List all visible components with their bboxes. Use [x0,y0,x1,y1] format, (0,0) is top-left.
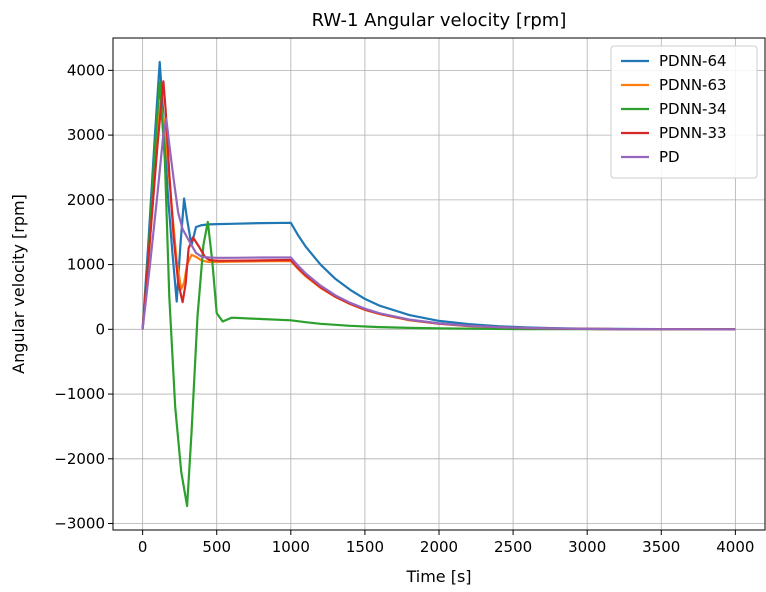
x-tick-label: 0 [138,538,148,556]
x-tick-label: 1000 [272,538,310,556]
y-axis-ticks: −3000 −2000 −1000 0 1000 2000 3000 4000 [54,61,113,532]
legend-label-pdnn-63: PDNN-63 [659,76,727,94]
chart-title: RW-1 Angular velocity [rpm] [312,10,567,31]
y-tick-label: 1000 [67,256,105,274]
legend-label-pdnn-33: PDNN-33 [659,124,727,142]
x-axis-label: Time [s] [405,567,471,586]
y-tick-label: −3000 [54,515,105,533]
x-tick-label: 3000 [568,538,606,556]
x-tick-label: 1500 [346,538,384,556]
y-tick-label: 2000 [67,191,105,209]
y-tick-label: 0 [95,320,105,338]
y-axis-label: Angular velocity [rpm] [9,194,28,374]
x-tick-label: 2500 [494,538,532,556]
y-tick-label: 3000 [67,126,105,144]
y-tick-label: −1000 [54,385,105,403]
legend-label-pdnn-64: PDNN-64 [659,52,727,70]
y-tick-label: 4000 [67,61,105,79]
x-axis-ticks: 0 500 1000 1500 2000 2500 3000 3500 4000 [138,530,755,556]
legend-label-pdnn-34: PDNN-34 [659,100,727,118]
legend: PDNN-64 PDNN-63 PDNN-34 PDNN-33 PD [611,46,757,178]
x-tick-label: 3500 [642,538,680,556]
x-tick-label: 500 [202,538,231,556]
legend-label-pd: PD [659,148,680,166]
y-tick-label: −2000 [54,450,105,468]
x-tick-label: 4000 [716,538,754,556]
x-tick-label: 2000 [420,538,458,556]
